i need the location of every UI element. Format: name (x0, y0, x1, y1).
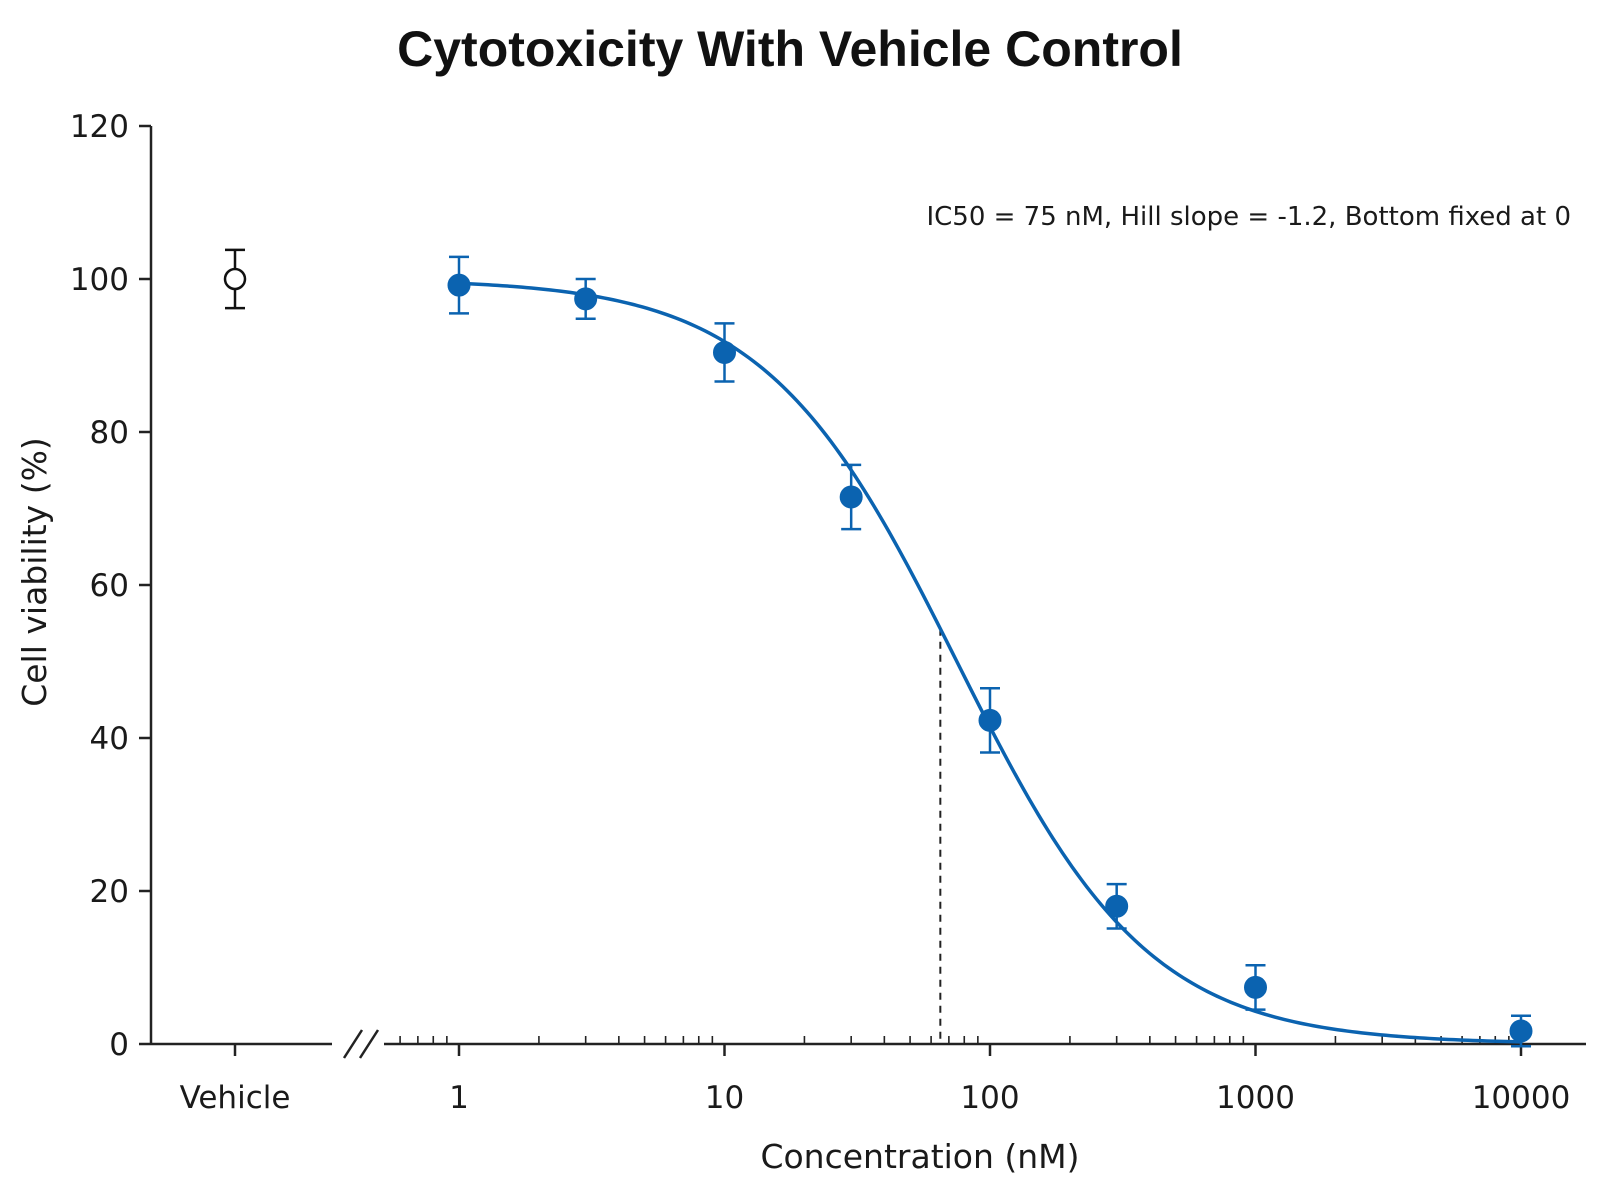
data-point (1244, 975, 1267, 999)
x-ticks: 1 10 100 1000 10000 (233, 1036, 1571, 1116)
x-tick-label: 10 (705, 1080, 744, 1116)
axis-break-mark (358, 1029, 380, 1059)
axes (149, 126, 1586, 1059)
vehicle-point (223, 267, 247, 291)
data-points (447, 255, 1533, 1048)
data-point-group (978, 687, 1002, 754)
x-tick-label: 1000 (1216, 1080, 1295, 1116)
x-tick-label: 100 (960, 1080, 1019, 1116)
data-point (574, 287, 598, 311)
y-tick-label: 20 (90, 874, 129, 910)
x-axis-label: Concentration (nM) (760, 1137, 1079, 1176)
data-point-group (839, 463, 863, 531)
y-tick-label: 120 (70, 109, 129, 145)
fit-curve (457, 281, 1523, 1044)
data-point (447, 273, 471, 297)
data-point (978, 708, 1002, 732)
y-tick-label: 40 (90, 721, 129, 757)
vehicle-group (223, 248, 247, 310)
y-tick-label: 100 (70, 262, 129, 298)
x-tick-label: 1 (449, 1080, 469, 1116)
y-axis-label: Cell viability (%) (15, 437, 54, 707)
y-tick-label: 60 (90, 568, 129, 604)
axis-break-mark (342, 1029, 364, 1059)
data-point-group (1244, 963, 1267, 1011)
fit-annotation: IC50 = 75 nM, Hill slope = -1.2, Bottom … (926, 202, 1571, 232)
data-point-group (574, 277, 598, 321)
x-tick-label: 10000 (1472, 1080, 1571, 1116)
fit-curve-line (457, 281, 1523, 1044)
data-point (839, 485, 863, 509)
vehicle-tick-label: Vehicle (180, 1080, 291, 1116)
y-tick-label: 0 (109, 1027, 129, 1063)
data-point-group (447, 255, 471, 315)
data-point (713, 340, 736, 364)
y-tick-label: 80 (90, 415, 129, 451)
data-point (1105, 894, 1129, 918)
data-point-group (713, 322, 736, 383)
data-point-group (1105, 882, 1129, 930)
chart-title: Cytotoxicity With Vehicle Control (397, 21, 1183, 77)
y-ticks: 0 20 40 60 80 100 120 (70, 109, 151, 1063)
data-point-group (1509, 1014, 1533, 1048)
data-point (1509, 1019, 1533, 1043)
